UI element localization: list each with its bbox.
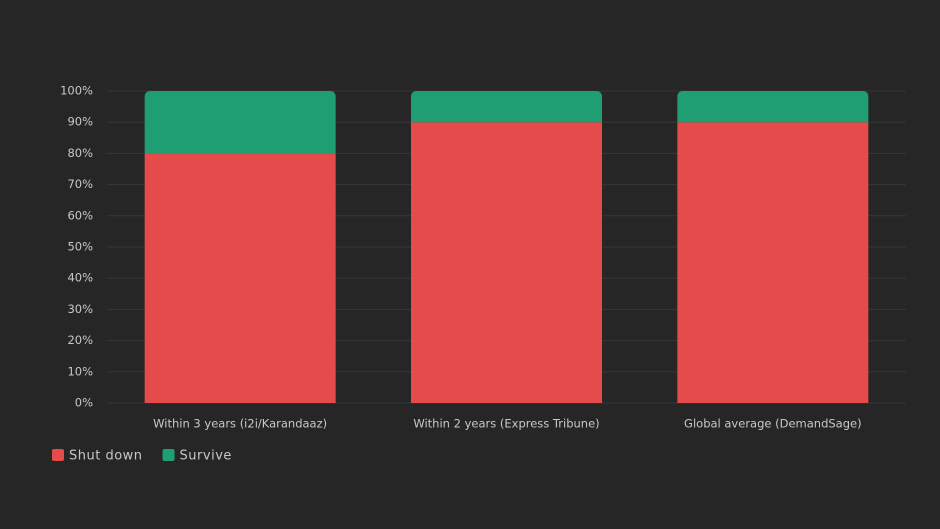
legend-swatch — [162, 449, 175, 461]
legend-swatch — [52, 449, 64, 461]
bar-segment — [677, 122, 869, 403]
bar-segment — [677, 91, 869, 123]
y-tick-label: 40% — [67, 271, 93, 285]
legend-label: Shut down — [69, 449, 143, 464]
y-tick-label: 10% — [67, 364, 93, 378]
y-tick-label: 80% — [67, 146, 93, 160]
y-tick-label: 30% — [67, 302, 93, 316]
bar-segment — [144, 153, 336, 403]
y-tick-label: 70% — [67, 177, 93, 191]
bar-segment — [411, 91, 602, 123]
y-tick-label: 50% — [67, 240, 93, 254]
bar-segment — [144, 91, 336, 154]
bar-segment — [411, 122, 602, 403]
x-tick-label: Within 2 years (Express Tribune) — [413, 417, 599, 431]
y-tick-label: 90% — [67, 115, 93, 129]
legend-label: Survive — [180, 449, 232, 464]
y-tick-label: 0% — [75, 396, 93, 410]
x-tick-label: Within 3 years (i2i/Karandaaz) — [153, 417, 327, 431]
y-tick-label: 100% — [60, 84, 93, 98]
x-tick-label: Global average (DemandSage) — [684, 417, 862, 431]
y-tick-label: 20% — [67, 333, 93, 347]
y-tick-label: 60% — [67, 208, 93, 222]
